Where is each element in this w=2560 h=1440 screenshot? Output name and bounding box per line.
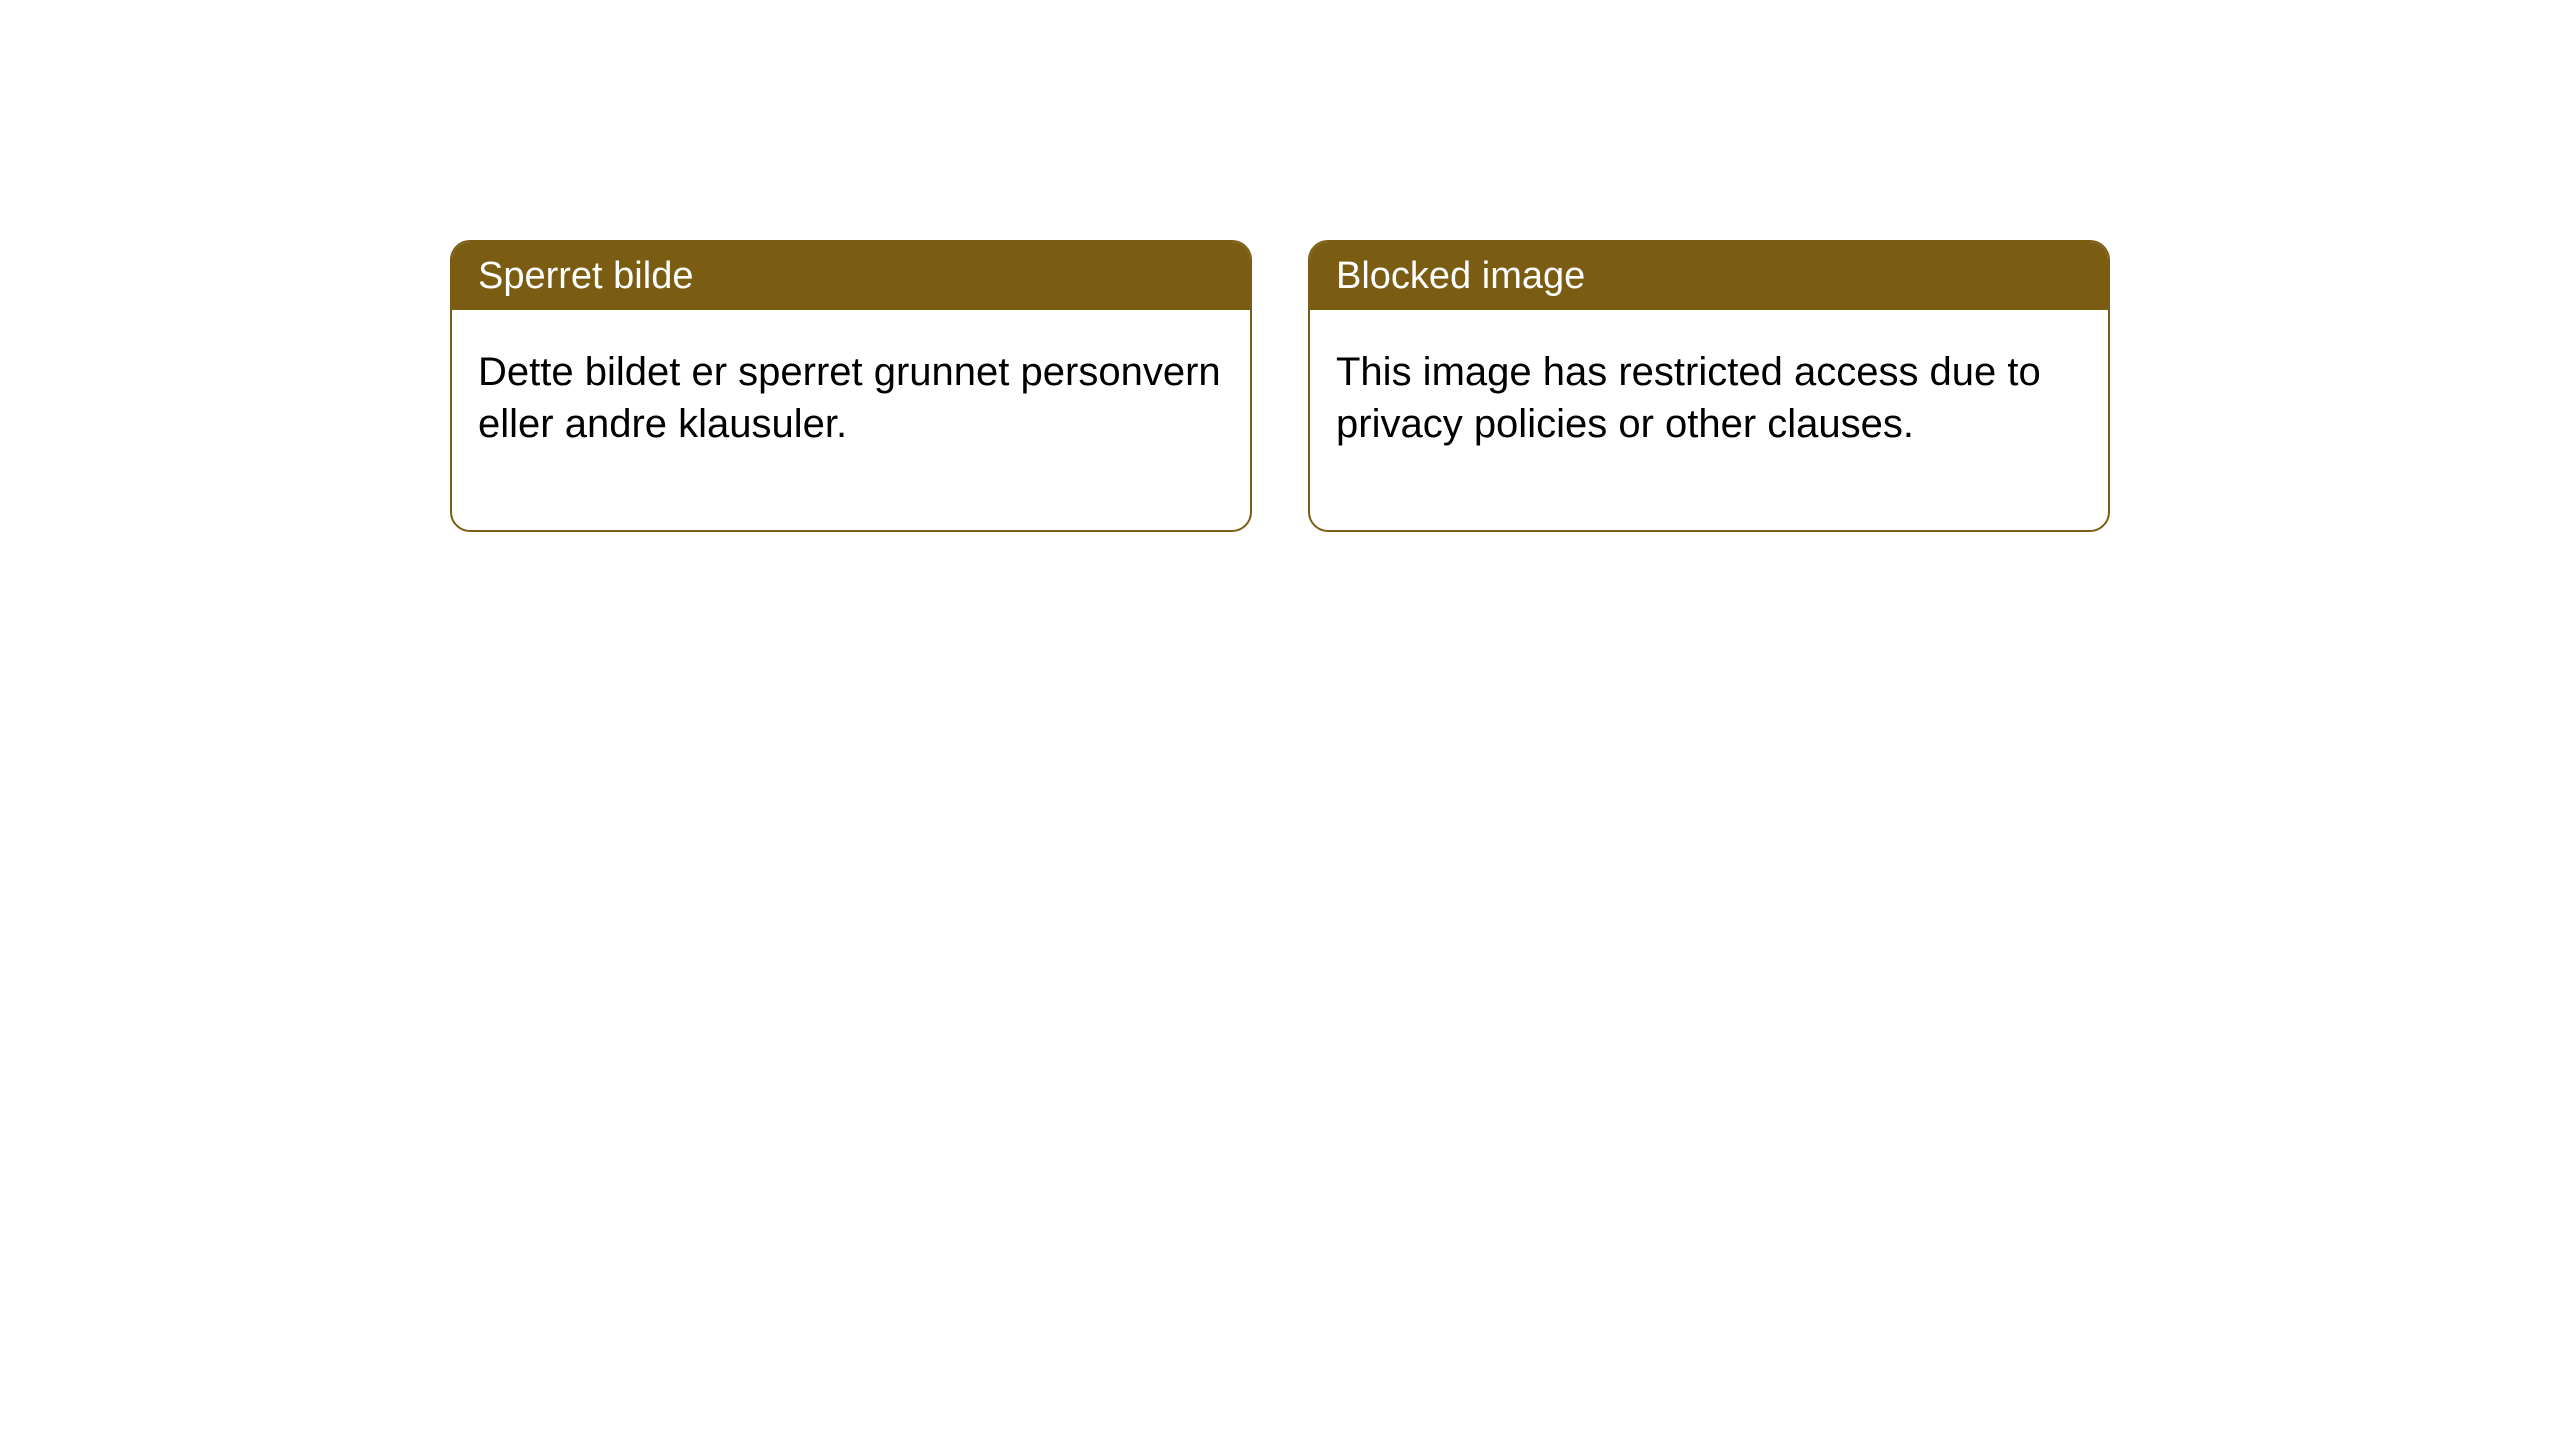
notice-card-norwegian: Sperret bilde Dette bildet er sperret gr… (450, 240, 1252, 532)
notice-header: Sperret bilde (452, 242, 1250, 310)
notice-card-english: Blocked image This image has restricted … (1308, 240, 2110, 532)
notice-title: Blocked image (1336, 255, 1585, 297)
notice-title: Sperret bilde (478, 255, 693, 297)
notice-body-text: This image has restricted access due to … (1336, 350, 2041, 446)
notice-body: Dette bildet er sperret grunnet personve… (452, 310, 1250, 530)
notice-body-text: Dette bildet er sperret grunnet personve… (478, 350, 1221, 446)
notice-container: Sperret bilde Dette bildet er sperret gr… (450, 240, 2110, 532)
notice-body: This image has restricted access due to … (1310, 310, 2108, 530)
notice-header: Blocked image (1310, 242, 2108, 310)
